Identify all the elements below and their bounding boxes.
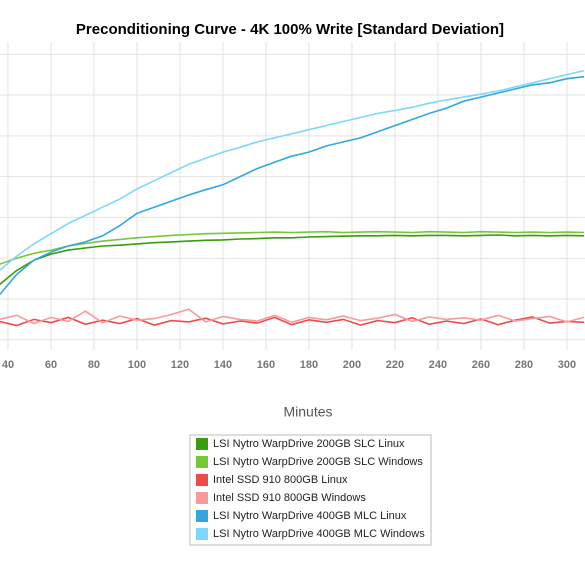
legend-swatch bbox=[196, 510, 208, 522]
legend-label: Intel SSD 910 800GB Linux bbox=[213, 474, 348, 486]
legend-label: LSI Nytro WarpDrive 400GB MLC Linux bbox=[213, 510, 407, 522]
x-axis-label: Minutes bbox=[283, 404, 332, 420]
legend-box bbox=[189, 434, 432, 546]
x-tick-label: 100 bbox=[128, 359, 146, 371]
series-line bbox=[0, 308, 585, 325]
x-tick-label: 160 bbox=[257, 359, 275, 371]
legend-label: LSI Nytro WarpDrive 400GB MLC Windows bbox=[213, 528, 425, 540]
legend-label: LSI Nytro WarpDrive 200GB SLC Linux bbox=[213, 438, 405, 450]
series-line bbox=[0, 75, 585, 296]
x-tick-label: 80 bbox=[88, 359, 100, 371]
series-line bbox=[0, 234, 585, 286]
legend-label: Intel SSD 910 800GB Windows bbox=[213, 492, 366, 504]
series-line bbox=[0, 316, 585, 327]
series-line bbox=[0, 230, 585, 265]
x-tick-label: 280 bbox=[515, 359, 533, 371]
legend-swatch bbox=[196, 474, 208, 486]
x-tick-label: 120 bbox=[171, 359, 189, 371]
x-tick-label: 220 bbox=[386, 359, 404, 371]
x-tick-label: 180 bbox=[300, 359, 318, 371]
x-tick-label: 300 bbox=[558, 359, 576, 371]
legend-swatch bbox=[196, 528, 208, 540]
x-tick-label: 60 bbox=[45, 359, 57, 371]
x-tick-label: 200 bbox=[343, 359, 361, 371]
x-tick-label: 240 bbox=[429, 359, 447, 371]
chart-title: Preconditioning Curve - 4K 100% Write [S… bbox=[76, 21, 504, 38]
x-tick-label: 40 bbox=[2, 359, 14, 371]
legend-swatch bbox=[196, 438, 208, 450]
series-line bbox=[0, 69, 585, 272]
x-tick-label: 260 bbox=[472, 359, 490, 371]
legend-swatch bbox=[196, 456, 208, 468]
legend-label: LSI Nytro WarpDrive 200GB SLC Windows bbox=[213, 456, 423, 468]
x-tick-label: 140 bbox=[214, 359, 232, 371]
legend-swatch bbox=[196, 492, 208, 504]
